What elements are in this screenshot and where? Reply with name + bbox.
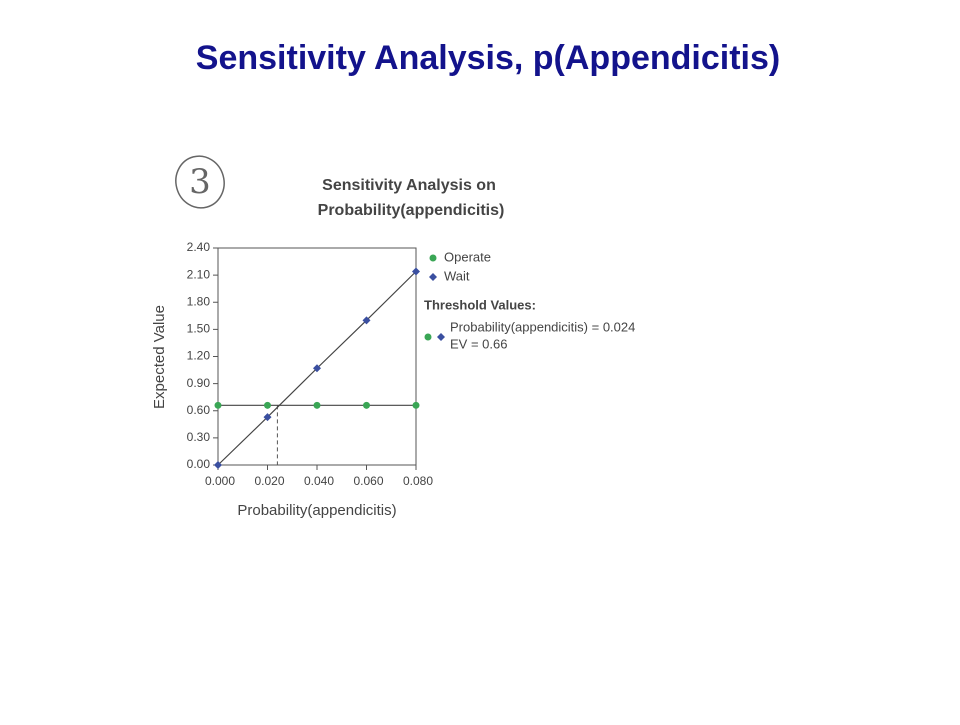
y-tick-label: 1.20	[187, 349, 211, 363]
threshold-heading: Threshold Values:	[424, 297, 536, 312]
x-tick-label: 0.080	[403, 474, 433, 488]
threshold-marker	[424, 333, 432, 341]
point	[263, 413, 272, 422]
legend-label: Wait	[444, 268, 470, 283]
x-tick-label: 0.000	[205, 474, 235, 488]
x-tick-label: 0.020	[254, 474, 284, 488]
point	[412, 401, 420, 409]
chart-title: Sensitivity Analysis on	[322, 177, 496, 194]
point	[214, 401, 222, 409]
legend-marker	[429, 254, 437, 262]
y-tick-label: 0.60	[187, 403, 211, 417]
legend-label: Operate	[444, 249, 491, 264]
y-tick-label: 2.10	[187, 267, 211, 281]
threshold-x-label: Probability(appendicitis) = 0.024	[450, 319, 635, 334]
threshold-y-label: EV = 0.66	[450, 336, 507, 351]
point	[313, 364, 321, 373]
x-axis-label: Probability(appendicitis)	[237, 502, 396, 519]
point	[412, 267, 420, 276]
x-tick-label: 0.060	[353, 474, 383, 488]
y-tick-label: 0.00	[187, 457, 211, 471]
y-tick-label: 1.80	[187, 294, 211, 308]
annotation: 3	[189, 162, 211, 202]
y-tick-label: 2.40	[187, 240, 211, 254]
annotation-circle	[175, 155, 225, 209]
point	[264, 401, 271, 409]
y-tick-label: 0.30	[187, 430, 211, 444]
point	[313, 401, 321, 409]
slide-title: Sensitivity Analysis, p(Appendicitis)	[196, 39, 780, 77]
point	[362, 316, 371, 325]
chart-title: Probability(appendicitis)	[318, 202, 505, 219]
threshold-marker	[437, 333, 445, 341]
plot-frame	[217, 247, 417, 466]
y-axis-label: Expected Value	[151, 305, 168, 409]
point	[214, 461, 222, 469]
point	[363, 401, 370, 409]
y-tick-label: 0.90	[187, 376, 211, 390]
x-tick-label: 0.040	[304, 474, 334, 488]
legend-marker	[429, 273, 437, 281]
y-tick-label: 1.50	[187, 322, 211, 336]
